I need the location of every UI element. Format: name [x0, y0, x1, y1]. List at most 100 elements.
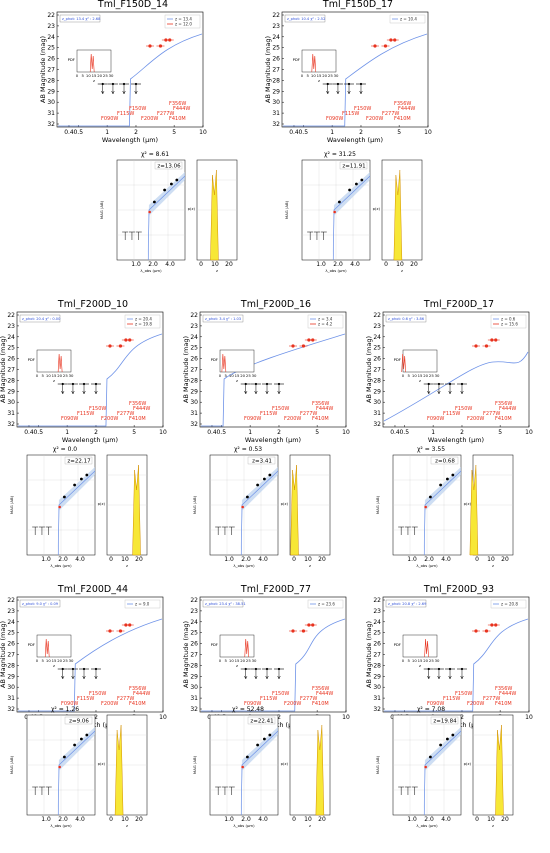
y-tick-label: 22 — [272, 12, 280, 19]
y-tick-label: 28 — [373, 377, 381, 384]
x-tick-label: 1 — [105, 129, 109, 136]
y-tick-label: 25 — [190, 345, 198, 352]
pz-curve — [393, 169, 403, 261]
pz-xtick: 20 — [135, 816, 143, 823]
detection-point — [148, 44, 152, 48]
photometry-point-red — [424, 505, 427, 509]
inset-pdf-curve — [244, 638, 250, 658]
photometry-point — [63, 755, 66, 759]
y-tick-label: 32 — [272, 121, 280, 128]
x-tick-label: 0.5 — [216, 429, 226, 436]
y-tick-label: 29 — [190, 673, 198, 680]
upper-limit-arrowhead — [448, 390, 452, 395]
filter-label: F356W — [129, 401, 146, 407]
x-axis-label: Wavelength (μm) — [62, 436, 118, 444]
inset-xtick: 15 — [235, 658, 240, 663]
x-tick-label: 4.0 — [258, 816, 268, 823]
x-tick-label: 5 — [315, 429, 319, 436]
inset-xtick: 10 — [229, 658, 234, 663]
x-tick-label: 5 — [498, 429, 502, 436]
inset-xtick: 10 — [46, 658, 51, 663]
eazy-panel-5: χ² = 3.55 z=0.68 1.0 2.0 4.0λ_obs (μm) MAG (A… — [375, 446, 514, 568]
x-tick-label: 0.4 — [390, 429, 400, 436]
upper-limit-arrowhead — [437, 390, 441, 395]
model-sed-curve — [58, 33, 203, 127]
y-tick-label: 26 — [7, 641, 15, 648]
filter-label: F356W — [129, 686, 146, 692]
filter-label: F277W — [382, 111, 399, 117]
filter-label: F410M — [129, 416, 146, 422]
photometry-point-red — [241, 505, 244, 509]
detection-point — [311, 623, 315, 627]
model-curve — [240, 470, 279, 556]
inset-xtick: 20 — [57, 373, 62, 378]
chi2-label: χ² = 52.48 — [232, 706, 264, 713]
photometry-point — [439, 483, 442, 487]
y-tick-label: 29 — [190, 388, 198, 395]
x-tick-label: 0.5 — [298, 129, 308, 136]
inset-xtick: 30 — [334, 73, 339, 78]
x-tick-label: 1.0 — [316, 261, 326, 268]
model-curve — [147, 175, 186, 261]
x-tick-label: 2 — [359, 129, 363, 136]
model-sed-curve — [383, 351, 529, 422]
photometry-point — [355, 182, 358, 186]
detection-point — [128, 338, 132, 342]
inset-xtick: 0 — [402, 658, 405, 663]
inset-xtick: 15 — [92, 73, 97, 78]
chi2-label: χ² = 3.55 — [417, 446, 445, 453]
chi2-label: χ² = 0.53 — [234, 446, 262, 453]
legend-entry: z = 15.6 — [501, 322, 518, 327]
model-sed-curve — [283, 33, 428, 127]
model-uncertainty-band — [423, 467, 461, 555]
detection-point — [393, 38, 397, 42]
filter-label: F277W — [117, 696, 134, 702]
pz-xtick: 0 — [199, 261, 203, 268]
y-tick-label: 32 — [47, 121, 55, 128]
legend — [164, 14, 201, 29]
detection-point — [484, 344, 489, 348]
filter-label: F090W — [244, 701, 261, 707]
y-tick-label: 25 — [7, 630, 15, 637]
pz-xlabel: z — [492, 563, 494, 568]
x-tick-label: 2.0 — [241, 556, 251, 563]
y-tick-label: 30 — [272, 99, 280, 106]
legend — [307, 599, 344, 609]
annotation-text: z_phot: 13.4 χ² : 2.68 — [62, 17, 101, 21]
filter-label: F200W — [101, 416, 118, 422]
filter-label: F115W — [260, 411, 277, 417]
inset-xtick: 20 — [240, 373, 245, 378]
inset-xtick: 0 — [219, 658, 222, 663]
x-tick-label: 2 — [460, 714, 464, 721]
y-tick-label: 22 — [373, 312, 381, 319]
x-tick-label: 1 — [248, 429, 252, 436]
upper-limit-arrowhead — [427, 390, 431, 395]
x-tick-label: 2 — [134, 129, 138, 136]
filter-label: F444W — [133, 406, 150, 412]
y-tick-label: 26 — [7, 356, 15, 363]
inset-xtick: 10 — [412, 373, 417, 378]
inset-xtick: 20 — [322, 73, 327, 78]
filter-label: F444W — [316, 691, 333, 697]
filter-label: F150W — [354, 106, 371, 112]
annotation-text: z_phot: 0.6 χ² : 3.86 — [388, 317, 425, 321]
x-tick-label: 1 — [330, 129, 334, 136]
y-tick-label: 27 — [47, 67, 55, 74]
model-sed-curve — [201, 333, 346, 427]
inset-xtick: 5 — [81, 73, 84, 78]
pz-xtick: 20 — [318, 816, 326, 823]
inset-xlabel: z — [419, 663, 421, 668]
photometry-point-red — [241, 765, 244, 769]
filter-label: F410M — [312, 416, 329, 422]
legend-entry: z = 9.0 — [135, 602, 150, 607]
y-axis-label: MAG (AB) — [375, 495, 380, 514]
annotation-box — [284, 14, 326, 23]
inset-xtick: 20 — [97, 73, 102, 78]
inset-pdf-curve — [221, 353, 227, 373]
pz-xlabel: z — [492, 823, 494, 828]
x-tick-label: 10 — [342, 429, 350, 436]
upper-limit-arrowhead — [82, 390, 86, 395]
detection-point — [383, 44, 388, 48]
